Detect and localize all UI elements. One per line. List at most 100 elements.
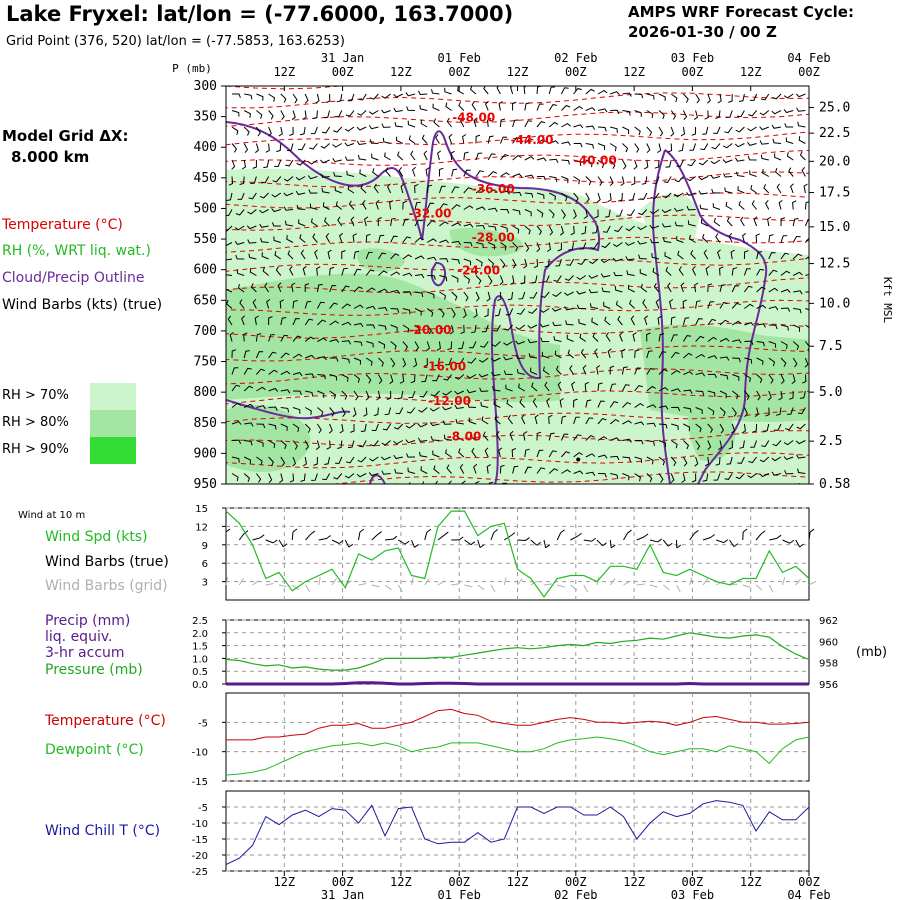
wind-barb-true: [649, 539, 658, 543]
wind-barb: [731, 320, 742, 326]
wind-barb: [512, 101, 517, 111]
wind-barb: [695, 372, 706, 377]
wind-barb: [524, 448, 530, 458]
wind-barb: [451, 240, 461, 246]
wind-barb: [469, 341, 477, 349]
wind-barb: [500, 242, 507, 251]
label-precip: Precip (mm): [45, 613, 131, 629]
wind-barb: [732, 374, 740, 381]
wind-barb: [478, 373, 489, 378]
wind-barb: [528, 353, 538, 359]
wind-barb: [378, 307, 388, 312]
wind-barb: [492, 324, 501, 332]
wind-barb: [596, 365, 601, 375]
wind-barb: [634, 143, 640, 153]
wind-barb: [462, 308, 467, 319]
pressure-tick-label: 700: [194, 324, 217, 339]
wind-barb: [780, 288, 791, 293]
wind-barb: [236, 269, 245, 276]
wind-barb-true-flag: [225, 528, 231, 533]
panel-y-tick-label: -25: [192, 867, 208, 878]
wind-barb: [564, 275, 574, 281]
wind-barb: [244, 440, 253, 446]
wind-barb-grid: [424, 578, 430, 586]
wind-barb-true: [623, 532, 628, 541]
wind-barb: [561, 176, 569, 184]
wind-barb: [703, 249, 709, 260]
wind-barb: [780, 341, 788, 350]
wind-barb: [377, 216, 383, 227]
wind-barb-grid: [689, 577, 693, 586]
wind-barb-grid: [636, 583, 645, 586]
wind-barb: [432, 374, 440, 382]
wind-barb: [353, 374, 360, 383]
wind-barb: [707, 440, 712, 451]
wind-barb: [634, 421, 645, 426]
wind-barb: [256, 440, 264, 447]
rh-shade-region: [640, 193, 700, 260]
wind-barb-true-flag: [348, 543, 354, 548]
wind-barbs-profile: [226, 86, 809, 490]
wind-barb: [585, 159, 593, 168]
wind-barb: [600, 273, 611, 278]
wind-barb: [801, 166, 806, 177]
wind-barb: [487, 242, 496, 250]
wind-barb: [414, 341, 420, 352]
wind-barb: [691, 473, 697, 483]
wind-barb: [570, 225, 575, 236]
wind-barb: [302, 110, 307, 120]
wind-barb: [536, 192, 545, 200]
wind-barb: [475, 188, 486, 194]
wind-barb: [390, 289, 401, 294]
wind-barb-grid: [676, 584, 681, 593]
wind-barb: [537, 176, 546, 181]
wind-barb: [780, 357, 787, 367]
wind-barb: [642, 299, 648, 309]
height-tick-label: 12.5: [819, 257, 850, 272]
wind-barb: [426, 202, 435, 210]
wind-barb: [622, 438, 632, 443]
wind-barb: [471, 447, 477, 458]
wind-barb-true: [424, 532, 428, 541]
cross-section-time-label: 12Z: [623, 65, 645, 79]
wind-barb: [256, 93, 264, 101]
wind-barb: [719, 356, 730, 361]
wind-barb: [419, 104, 428, 111]
wind-barb: [597, 176, 603, 186]
wind-barb: [646, 350, 653, 359]
panel-y-tick-label: -10: [192, 819, 208, 830]
wind-barb: [515, 340, 525, 345]
wind-barb: [524, 192, 534, 198]
wind-barb: [389, 200, 394, 210]
wind-barb: [783, 456, 794, 460]
bottom-time-label: 00Z: [565, 875, 587, 889]
height-tick-label: 10.0: [819, 296, 850, 311]
wind-barb: [412, 166, 416, 177]
wind-barb: [439, 291, 446, 300]
wind-barb: [792, 235, 801, 243]
wind-barb: [560, 87, 569, 95]
wind-barb: [499, 464, 505, 474]
wind-barb: [621, 159, 627, 170]
wind-barb: [414, 183, 419, 194]
wind-barb: [548, 450, 557, 458]
wind-barb: [320, 173, 330, 178]
wind-barb-true: [252, 537, 261, 541]
wind-barb: [719, 319, 730, 326]
wind-barb: [698, 190, 708, 195]
wind-barb: [537, 486, 546, 490]
wind-barb: [419, 390, 428, 398]
height-tick-label: 5.0: [819, 385, 842, 400]
wind-barb: [687, 220, 696, 227]
wind-barb: [250, 283, 257, 293]
pressure-unit-label: (mb): [856, 645, 887, 660]
wind-barb: [268, 334, 275, 342]
wind-barb: [366, 324, 376, 329]
wind-barb: [695, 300, 701, 309]
wind-barb: [707, 318, 717, 326]
wind-barb: [280, 389, 291, 394]
wind-barb-true-flag: [710, 534, 715, 538]
wind-barb: [634, 349, 640, 359]
wind-barb: [530, 367, 538, 375]
wind-barb: [500, 225, 508, 233]
